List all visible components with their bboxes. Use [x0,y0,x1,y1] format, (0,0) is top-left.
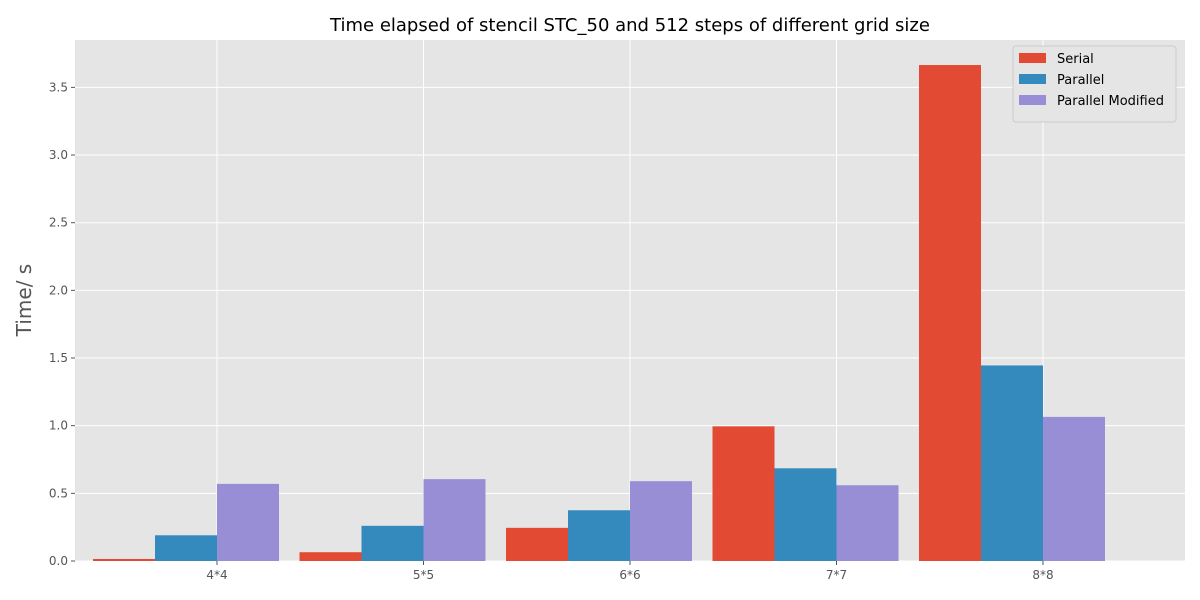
x-tick-label: 6*6 [619,568,640,582]
bar-parallel-modified [836,485,899,561]
bar-parallel-modified [217,483,279,561]
legend: Serial Parallel Parallel Modified [1012,45,1177,123]
legend-swatch [1019,95,1046,105]
legend-label: Serial [1057,52,1094,67]
x-tick-label: 5*5 [413,568,434,582]
bar-serial [93,558,155,561]
bar-parallel [155,535,217,561]
legend-label: Parallel Modified [1057,94,1164,109]
bar-serial [712,426,775,561]
y-tick-label: 3.5 [49,80,68,94]
y-tick-label: 1.5 [49,351,68,365]
chart-title: Time elapsed of stencil STC_50 and 512 s… [329,15,930,36]
bar-serial [919,65,981,561]
bar-parallel-modified [423,479,486,561]
x-axis-ticks: 4*4 5*5 6*6 7*7 8*8 [206,561,1054,582]
bar-parallel-modified [1043,416,1105,561]
bar-parallel [361,525,424,561]
legend-box [1012,45,1177,123]
y-tick-label: 0.0 [49,554,68,568]
x-tick-label: 4*4 [206,568,227,582]
y-axis-ticks: 0.0 0.5 1.0 1.5 2.0 2.5 3.0 3.5 [49,80,75,568]
y-axis-label: Time/ s [12,264,36,337]
y-tick-label: 3.0 [49,148,68,162]
y-tick-label: 1.0 [49,419,68,433]
bar-parallel [568,510,630,561]
y-tick-label: 0.5 [49,486,68,500]
legend-swatch [1019,53,1046,63]
x-tick-label: 7*7 [826,568,847,582]
legend-swatch [1019,74,1046,84]
x-tick-label: 8*8 [1032,568,1053,582]
bar-parallel [774,468,837,561]
bar-parallel-modified [630,481,692,561]
y-tick-label: 2.5 [49,216,68,230]
bars [93,65,1105,561]
bar-parallel [981,365,1043,561]
y-tick-label: 2.0 [49,283,68,297]
legend-label: Parallel [1057,73,1104,88]
bar-serial [506,527,568,561]
bar-serial [299,552,362,561]
